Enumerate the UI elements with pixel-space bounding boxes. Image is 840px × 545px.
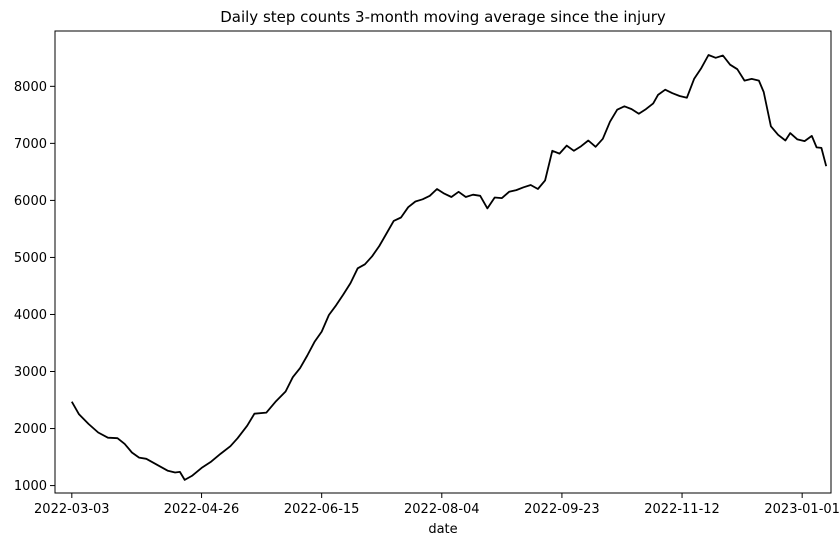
chart-title: Daily step counts 3-month moving average…	[220, 8, 666, 26]
x-tick-label: 2022-09-23	[524, 502, 600, 517]
y-tick-label: 1000	[14, 479, 47, 494]
y-tick-label: 6000	[14, 194, 47, 209]
plot-area-frame	[54, 30, 832, 494]
x-tick-label: 2022-04-26	[164, 502, 240, 517]
x-tick-label: 2022-11-12	[644, 502, 720, 517]
y-tick-label: 8000	[14, 80, 47, 95]
y-axis: 1000 2000 3000 4000 5000 6000 7000 8000	[14, 80, 55, 494]
y-tick-label: 7000	[14, 137, 47, 152]
x-tick-label: 2022-03-03	[34, 502, 110, 517]
y-tick-label: 3000	[14, 365, 47, 380]
x-axis: 2022-03-03 2022-04-26 2022-06-15 2022-08-04…	[34, 493, 840, 517]
x-tick-label: 2023-01-01	[764, 502, 840, 517]
y-tick-label: 4000	[14, 308, 47, 323]
y-tick-label: 5000	[14, 251, 47, 266]
x-tick-label: 2022-06-15	[284, 502, 360, 517]
x-axis-label: date	[428, 522, 457, 537]
series-line	[71, 54, 828, 481]
x-tick-label: 2022-08-04	[404, 502, 480, 517]
y-tick-label: 2000	[14, 422, 47, 437]
